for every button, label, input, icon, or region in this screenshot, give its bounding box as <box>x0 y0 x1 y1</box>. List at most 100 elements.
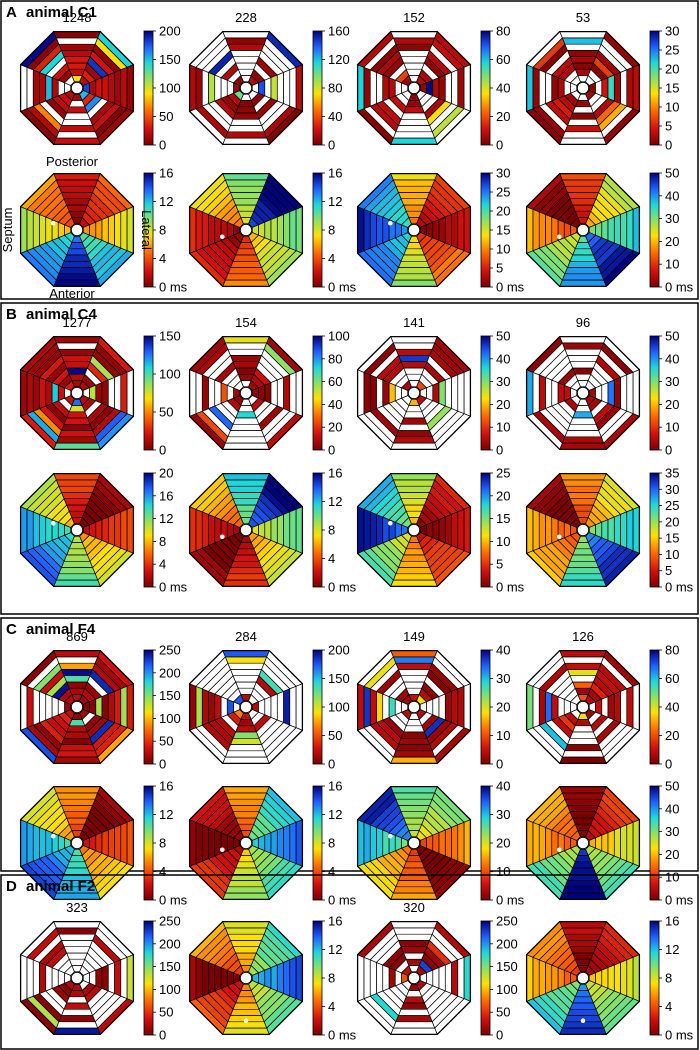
map-segment <box>613 213 621 247</box>
map-segment <box>532 208 540 252</box>
map-outline <box>525 335 641 451</box>
map-segment <box>26 508 34 552</box>
map-center <box>576 836 590 850</box>
map-segment <box>270 693 278 721</box>
colorbar-tick-label: 0 <box>496 757 503 772</box>
map-segment <box>400 811 428 819</box>
map-segment <box>224 131 268 139</box>
map-segment <box>538 688 546 726</box>
colorbar-tick-label: 8 <box>159 534 166 549</box>
map-segment <box>227 348 265 356</box>
event-count: 1277 <box>63 315 92 330</box>
colorbar-tick-label: 80 <box>328 81 342 96</box>
map-segment <box>201 374 209 412</box>
map-segment <box>95 696 103 718</box>
map-segment <box>463 64 471 112</box>
map-segment <box>126 64 134 112</box>
event-count: 323 <box>66 900 88 915</box>
map-segment <box>276 690 284 724</box>
map-segment <box>208 690 216 724</box>
map-segment <box>222 921 270 929</box>
colorbar-tick-label: 80 <box>496 24 510 39</box>
colorbar-tick-label: 25 <box>665 498 679 513</box>
colorbar-tick-label: 40 <box>496 351 510 366</box>
map-outline <box>525 172 641 288</box>
map-segment <box>101 216 109 244</box>
map-segment <box>58 125 96 133</box>
map-segment <box>457 371 465 415</box>
pacing-site-marker <box>50 520 56 526</box>
map-segment <box>289 956 297 1000</box>
colorbar-tick-label: 60 <box>665 671 679 686</box>
colorbar-tick-label: 30 <box>665 24 679 39</box>
map-segment <box>39 513 47 547</box>
pacing-site-marker <box>556 534 562 540</box>
map-segment <box>60 805 94 813</box>
map-segment <box>55 1021 99 1029</box>
pacing-site-marker <box>387 520 393 526</box>
map-segment <box>626 208 634 252</box>
map-segment <box>66 725 88 733</box>
map-segment <box>120 685 128 729</box>
map-segment <box>58 185 96 193</box>
colorbar <box>649 30 660 146</box>
map-segment <box>63 1002 91 1010</box>
map-segment <box>53 336 101 344</box>
map-segment <box>395 933 433 941</box>
map-segment <box>95 967 103 989</box>
map-segment <box>532 508 540 552</box>
map-center <box>239 223 253 237</box>
panel-border <box>0 0 699 300</box>
colorbar-tick-label: 40 <box>665 700 679 715</box>
map-segment <box>289 66 297 110</box>
colorbar-tick-label: 4 <box>328 251 335 266</box>
colorbar-tick-label: 200 <box>328 643 350 658</box>
map-segment <box>235 817 257 825</box>
colorbar-tick-label: 50 <box>665 779 679 794</box>
map-segment <box>566 192 600 200</box>
map-segment <box>357 369 365 417</box>
map-segment <box>270 829 278 857</box>
map-segment <box>390 579 438 587</box>
map-segment <box>39 690 47 724</box>
map-segment <box>66 367 88 375</box>
colorbar-tick-label: 0 ms <box>496 580 525 595</box>
map-segment <box>20 64 28 112</box>
map-segment <box>53 786 101 794</box>
map-segment <box>545 513 553 547</box>
map-segment <box>613 71 621 105</box>
map-segment <box>224 656 268 664</box>
colorbar <box>143 649 154 765</box>
map-segment <box>392 1021 436 1029</box>
map-segment <box>224 342 268 350</box>
map-segment <box>283 69 291 107</box>
colorbar-tick-label: 50 <box>159 109 173 124</box>
map-segment <box>532 685 540 729</box>
map-segment <box>632 683 640 731</box>
map-center <box>576 81 590 95</box>
map-segment <box>55 179 99 187</box>
map-segment <box>39 71 47 105</box>
map-center <box>239 523 253 537</box>
map-segment <box>400 946 428 954</box>
map-segment <box>388 967 396 989</box>
map-segment <box>388 696 396 718</box>
map-segment <box>463 683 471 731</box>
map-segment <box>388 382 396 404</box>
colorbar-tick-label: 100 <box>159 711 181 726</box>
map-segment <box>26 821 34 865</box>
map-segment <box>107 513 115 547</box>
map-segment <box>39 213 47 247</box>
map-center <box>576 523 590 537</box>
map-segment <box>222 279 270 287</box>
map-segment <box>572 952 594 960</box>
map-segment <box>397 492 431 500</box>
map-segment <box>561 436 605 444</box>
map-segment <box>551 516 559 544</box>
map-segment <box>559 786 607 794</box>
map-segment <box>60 492 94 500</box>
map-segment <box>189 206 197 254</box>
map-segment <box>53 1027 101 1035</box>
colorbar-tick-label: 30 <box>665 374 679 389</box>
map-segment <box>363 208 371 252</box>
